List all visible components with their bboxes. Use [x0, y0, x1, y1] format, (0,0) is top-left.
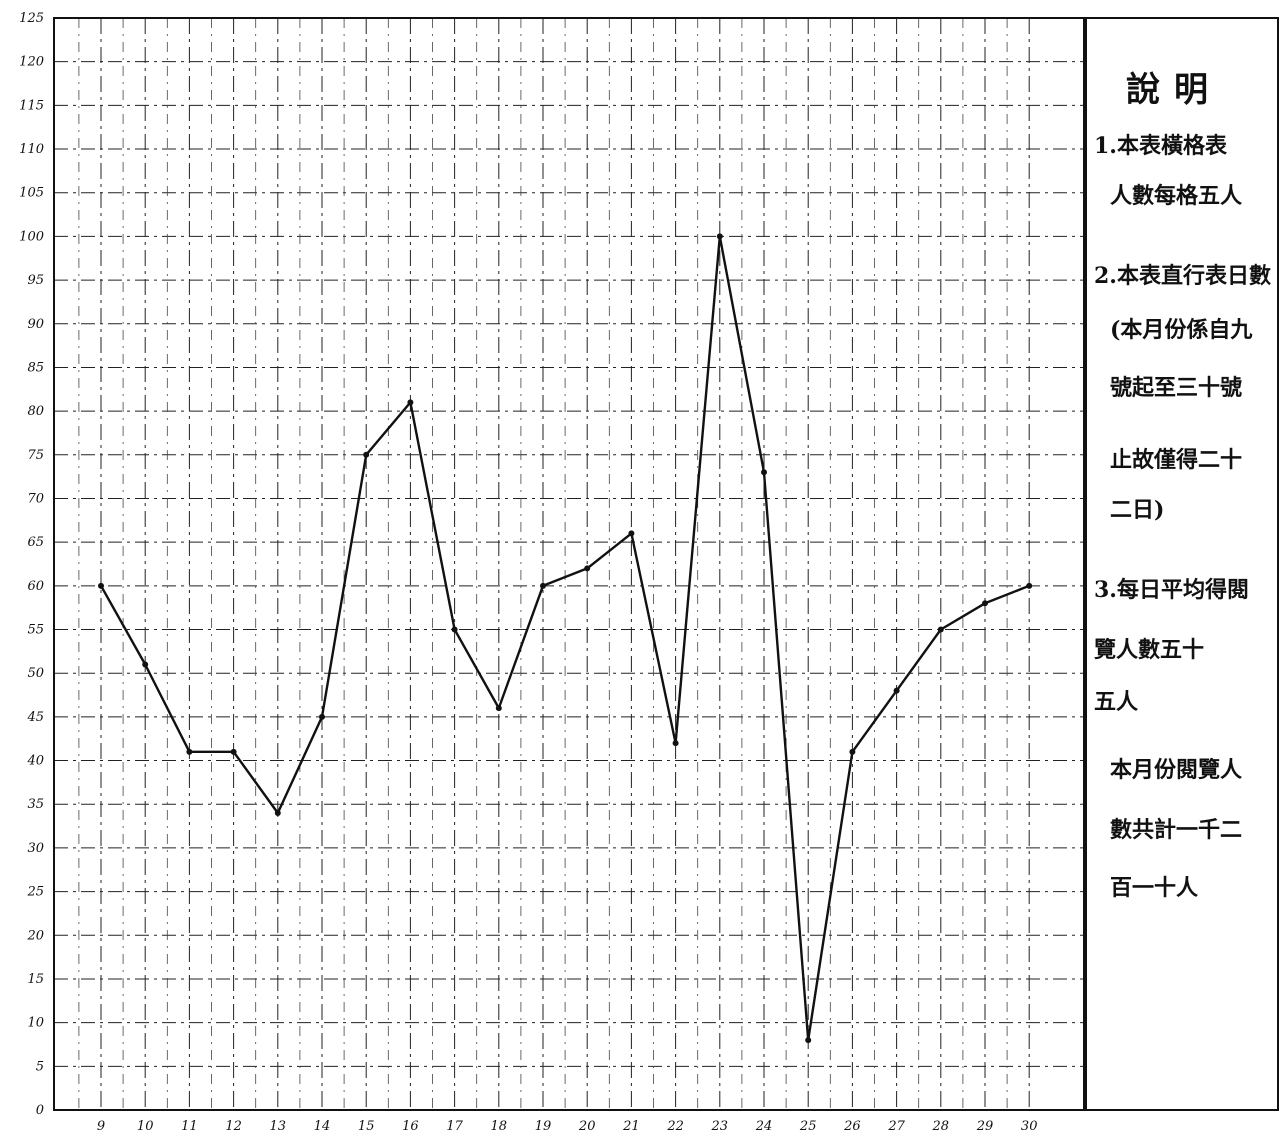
- legend-line-4: (本月份係自九: [1110, 317, 1253, 343]
- legend-line-13: 百一十人: [1110, 875, 1199, 901]
- data-point: [849, 748, 856, 755]
- data-point: [407, 399, 414, 406]
- x-tick-label: 27: [887, 1119, 905, 1134]
- data-point: [186, 748, 193, 755]
- legend-line-12: 數共計一千二: [1110, 817, 1243, 843]
- x-tick-label: 23: [711, 1119, 729, 1134]
- y-tick-label: 120: [19, 55, 44, 70]
- plot-border: [53, 17, 1085, 1111]
- x-tick-label: 13: [270, 1119, 287, 1134]
- y-axis-ticks: 0 5 10 15 20 25 30 35 40 45 50 55 60 65 70 75 80 85 90 95 10…: [19, 11, 44, 1118]
- x-tick-label: 16: [402, 1119, 419, 1134]
- data-point: [142, 661, 149, 668]
- x-tick-label: 19: [535, 1119, 552, 1134]
- y-tick-label: 10: [27, 1016, 44, 1031]
- x-tick-label: 15: [358, 1119, 375, 1134]
- x-tick-label: 11: [181, 1119, 198, 1134]
- data-point: [274, 809, 281, 816]
- y-tick-label: 0: [36, 1103, 44, 1118]
- legend-title: 說明: [1126, 70, 1222, 110]
- y-tick-label: 90: [27, 317, 44, 332]
- y-tick-label: 20: [26, 928, 44, 943]
- legend-line-5: 號起至三十號: [1110, 375, 1243, 401]
- data-point: [230, 748, 237, 755]
- data-point: [805, 1037, 812, 1044]
- y-tick-label: 40: [26, 754, 44, 769]
- legend-line-9: 覽人數五十: [1094, 637, 1205, 663]
- x-tick-label: 21: [622, 1119, 640, 1134]
- data-point: [893, 687, 900, 694]
- data-point: [319, 713, 325, 720]
- y-tick-label: 55: [27, 623, 44, 638]
- x-tick-label: 26: [843, 1119, 861, 1134]
- x-tick-label: 29: [976, 1119, 994, 1134]
- y-tick-label: 115: [19, 98, 44, 113]
- x-tick-label: 24: [755, 1119, 773, 1134]
- data-point: [451, 626, 458, 633]
- data-point: [937, 626, 944, 633]
- y-tick-label: 60: [27, 579, 44, 594]
- x-axis-ticks: 9 10 11 12 13 14 15 16 17 18 19 20 21 22 23 24 25 26 27 28 2…: [97, 1119, 1038, 1134]
- data-point: [628, 530, 635, 537]
- y-tick-label: 125: [19, 11, 44, 26]
- legend-panel: 說明 1.本表橫格表 人數每格五人 2.本表直行表日數 (本月份係自九 號起至三…: [1086, 20, 1278, 1110]
- data-point: [761, 469, 767, 476]
- x-tick-label: 28: [932, 1119, 950, 1134]
- data-point: [1026, 582, 1033, 589]
- y-tick-label: 95: [27, 273, 44, 288]
- data-point: [98, 582, 104, 589]
- legend-line-10: 五人: [1094, 689, 1139, 715]
- data-point: [363, 451, 370, 458]
- y-tick-label: 15: [27, 972, 44, 987]
- y-tick-label: 5: [36, 1059, 44, 1074]
- y-tick-label: 100: [19, 229, 44, 244]
- grid: [54, 17, 1084, 1111]
- x-tick-label: 9: [97, 1119, 105, 1134]
- y-tick-label: 75: [27, 448, 44, 463]
- legend-line-8: 3.每日平均得閱: [1094, 577, 1249, 603]
- y-tick-label: 50: [27, 666, 44, 681]
- legend-line-6: 止故僅得二十: [1110, 447, 1243, 473]
- chart-frame: [53, 17, 1279, 1111]
- x-tick-label: 18: [491, 1119, 508, 1134]
- y-tick-label: 85: [27, 360, 44, 375]
- x-tick-label: 22: [666, 1119, 684, 1134]
- y-tick-label: 30: [27, 841, 44, 856]
- legend-border: [1085, 17, 1279, 1111]
- series-line-path: [99, 235, 1030, 1042]
- x-tick-label: 12: [225, 1119, 242, 1134]
- legend-line-7: 二日): [1110, 497, 1165, 523]
- data-point: [982, 600, 988, 607]
- x-tick-label: 17: [446, 1119, 463, 1134]
- x-tick-label: 25: [799, 1119, 817, 1134]
- y-tick-label: 70: [27, 491, 44, 506]
- y-tick-label: 25: [26, 885, 44, 900]
- legend-line-2: 人數每格五人: [1110, 183, 1243, 209]
- legend-line-3: 2.本表直行表日數: [1094, 263, 1271, 289]
- y-tick-label: 105: [19, 186, 44, 201]
- y-tick-label: 80: [27, 404, 44, 419]
- series-line: [98, 233, 1033, 1044]
- x-tick-label: 14: [314, 1119, 331, 1134]
- x-tick-label: 30: [1021, 1119, 1038, 1134]
- y-tick-label: 110: [19, 142, 44, 157]
- x-tick-label: 20: [578, 1119, 596, 1134]
- data-point: [672, 740, 679, 747]
- x-tick-label: 10: [137, 1119, 154, 1134]
- legend-line-11: 本月份閱覽人: [1110, 757, 1243, 783]
- data-point: [716, 233, 723, 240]
- y-tick-label: 45: [26, 710, 44, 725]
- data-point: [584, 565, 591, 572]
- y-tick-label: 35: [27, 797, 44, 812]
- legend-line-1: 1.本表橫格表: [1094, 133, 1227, 159]
- y-tick-label: 65: [27, 535, 44, 550]
- data-point: [495, 705, 502, 712]
- data-point: [540, 582, 546, 589]
